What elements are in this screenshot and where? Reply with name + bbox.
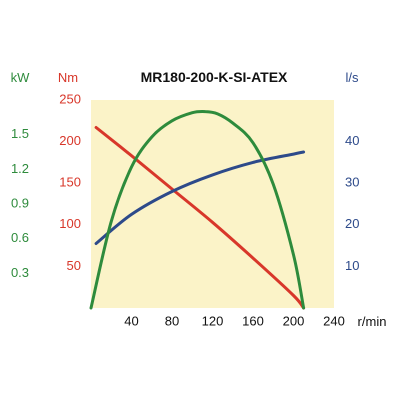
x-axis-unit: r/min [358,314,387,329]
x-tick-label: 240 [323,313,345,328]
torque-axis-unit: Nm [58,70,78,85]
chart-title: MR180-200-K-SI-ATEX [141,69,288,85]
power-axis-unit: kW [11,70,31,85]
flow-axis-unit: l/s [346,70,360,85]
torque-tick-label: 250 [59,91,81,106]
power-tick-label: 0.6 [11,230,29,245]
flow-tick-label: 20 [345,216,359,231]
flow-tick-label: 30 [345,175,359,190]
plot-area [91,100,334,308]
power-tick-label: 0.3 [11,265,29,280]
power-tick-label: 0.9 [11,195,29,210]
flow-tick-label: 10 [345,258,359,273]
x-tick-label: 120 [202,313,224,328]
torque-tick-label: 100 [59,216,81,231]
power-tick-label: 1.2 [11,161,29,176]
x-tick-label: 40 [124,313,138,328]
torque-curve [94,126,306,310]
torque-tick-label: 200 [59,133,81,148]
torque-tick-label: 50 [67,258,81,273]
x-tick-label: 80 [165,313,179,328]
x-tick-label: 200 [283,313,305,328]
power-tick-label: 1.5 [11,126,29,141]
x-tick-label: 160 [242,313,264,328]
power-curve [89,109,306,310]
flow-tick-label: 40 [345,133,359,148]
torque-tick-label: 150 [59,175,81,190]
flow-curve [94,150,306,245]
